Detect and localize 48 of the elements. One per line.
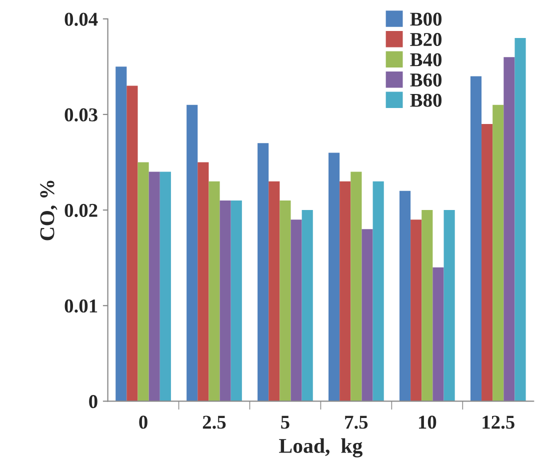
x-tick-label: 0 [139, 416, 148, 429]
y-tick-label: 0.01 [64, 299, 98, 313]
bar [492, 104, 504, 402]
x-tick-label: 10 [418, 416, 436, 429]
bar [482, 124, 493, 402]
x-tick-label: 5 [281, 416, 290, 429]
bar [220, 200, 231, 402]
bar [410, 220, 422, 402]
bar [160, 172, 171, 402]
x-tick-label: 7.5 [345, 416, 368, 429]
bar [350, 172, 362, 402]
y-tick-label: 0.04 [64, 12, 98, 26]
bar [340, 181, 351, 402]
bar [138, 162, 149, 402]
bar [258, 143, 269, 402]
bar [186, 104, 198, 402]
x-tick-label: 2.5 [202, 416, 226, 429]
bar [126, 86, 138, 402]
bar [328, 152, 340, 402]
bar [470, 76, 482, 402]
bar [422, 210, 433, 402]
bar [280, 200, 291, 402]
y-tick-label: 0.02 [64, 204, 98, 218]
legend-label: B40 [410, 53, 442, 66]
bar [372, 181, 384, 402]
y-tick-label: 0.03 [64, 108, 98, 122]
bar [399, 190, 411, 402]
bar [432, 267, 444, 402]
bar [444, 210, 455, 402]
bar [208, 181, 220, 402]
bar [148, 172, 160, 402]
legend-label: B00 [410, 12, 442, 26]
legend-label: B60 [410, 73, 442, 87]
bar [290, 220, 302, 402]
bar [230, 200, 242, 402]
bar [362, 229, 373, 402]
bar [302, 210, 313, 402]
bar [268, 181, 280, 402]
x-tick-label: 12.5 [482, 416, 514, 429]
y-axis-title: CO, % [40, 180, 58, 240]
bar [198, 162, 209, 402]
y-tick-label: 0 [89, 395, 98, 408]
bar [504, 57, 515, 402]
legend-label: B80 [410, 94, 442, 107]
bar [514, 38, 526, 402]
x-axis-title: Load, kg [279, 438, 362, 458]
legend-label: B20 [410, 32, 442, 46]
bar [116, 66, 127, 402]
